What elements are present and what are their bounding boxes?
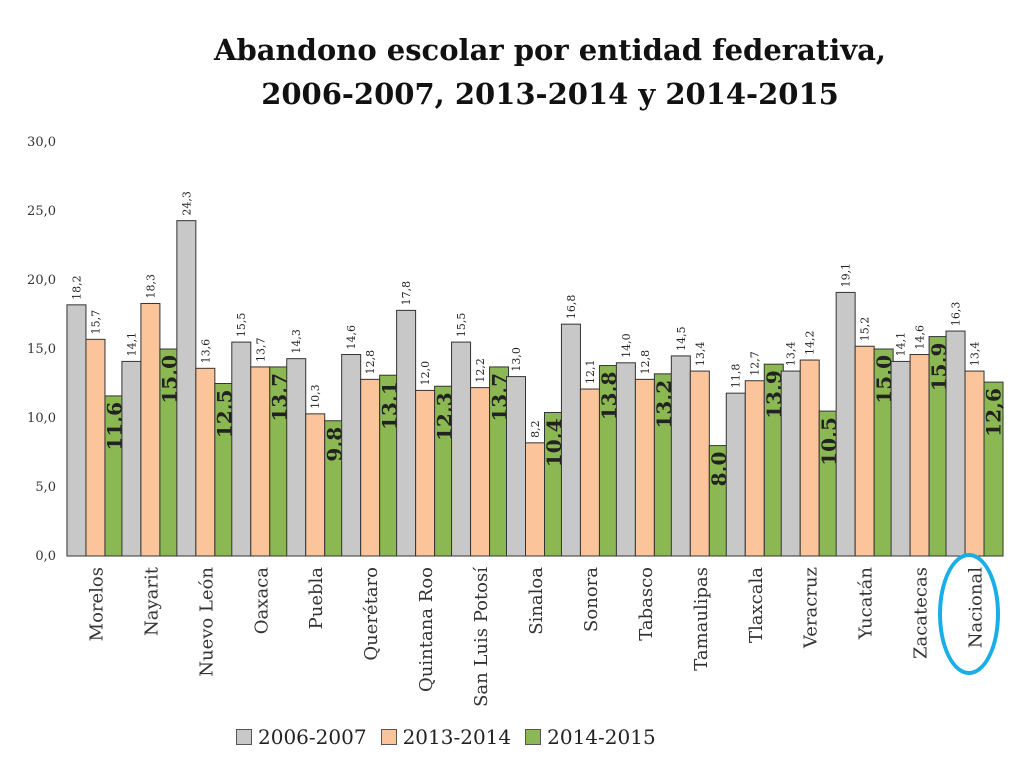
data-label-yucatan-2006-2007: 19,1 — [840, 263, 853, 288]
category-label-zacatecas: Zacatecas — [911, 567, 932, 659]
chart-title-line-2: 2006-2007, 2013-2014 y 2014-2015 — [261, 77, 839, 111]
data-label-sinaloa-2006-2007: 13,0 — [510, 347, 523, 372]
category-label-tlaxcala: Tlaxcala — [746, 567, 767, 643]
data-label-nacional-2013-2014: 13,4 — [968, 342, 981, 367]
data-label-tlaxcala-2013-2014: 12,7 — [749, 351, 762, 376]
data-label-queretaro-2013-2014: 12,8 — [364, 350, 377, 375]
chart-title: Abandono escolar por entidad federativa,… — [120, 28, 980, 116]
category-label-morelos: Morelos — [86, 567, 107, 641]
bar-yucatan-2006-2007 — [835, 291, 856, 557]
legend-swatch-2006-2007 — [236, 729, 252, 745]
data-label-quintana-roo-2013-2014: 12,0 — [419, 361, 432, 386]
data-label-sonora-2013-2014: 12,1 — [584, 360, 597, 385]
bar-zacatecas-2006-2007 — [890, 360, 911, 557]
legend-item-2006-2007: 2006-2007 — [236, 725, 367, 749]
data-label-zacatecas-2006-2007: 14,1 — [895, 332, 908, 357]
legend-item-2014-2015: 2014-2015 — [525, 725, 656, 749]
data-label-veracruz-2013-2014: 14,2 — [804, 331, 817, 356]
y-tick-label: 25,0 — [27, 204, 56, 219]
data-label-oaxaca-2006-2007: 15,5 — [235, 313, 248, 338]
data-label-tabasco-2013-2014: 12,8 — [639, 350, 652, 375]
category-label-tamaulipas: Tamaulipas — [691, 567, 712, 671]
category-label-yucatan: Yucatán — [856, 567, 877, 641]
bar-quintana-roo-2006-2007 — [396, 309, 417, 557]
data-label-morelos-2013-2014: 15,7 — [89, 310, 102, 335]
legend-swatch-2013-2014 — [380, 729, 397, 745]
category-label-sinaloa: Sinaloa — [526, 567, 547, 635]
category-label-nuevo-leon: Nuevo León — [196, 567, 217, 677]
data-label-sinaloa-2013-2014: 8,2 — [529, 420, 542, 438]
bar-veracruz-2006-2007 — [780, 370, 801, 557]
data-label-queretaro-2006-2007: 14,6 — [345, 325, 358, 350]
data-label-quintana-roo-2006-2007: 17,8 — [400, 281, 413, 306]
data-label-san-luis-potosi-2013-2014: 12,2 — [474, 358, 487, 383]
data-label-nacional-2014-2015: 12,6 — [982, 388, 1006, 437]
y-tick-label: 10,0 — [27, 411, 56, 426]
y-tick-label: 20,0 — [27, 273, 56, 288]
legend-swatch-2014-2015 — [525, 729, 542, 745]
category-label-tabasco: Tabasco — [636, 567, 657, 641]
bar-queretaro-2006-2007 — [341, 354, 362, 557]
nacional-highlight-ellipse — [938, 553, 1000, 675]
data-label-tamaulipas-2013-2014: 13,4 — [694, 342, 707, 367]
legend: 2006-2007 2013-2014 2014-2015 — [236, 722, 656, 752]
data-label-veracruz-2006-2007: 13,4 — [785, 342, 798, 367]
data-label-nayarit-2006-2007: 14,1 — [125, 332, 138, 357]
data-label-tamaulipas-2006-2007: 14,5 — [675, 326, 688, 351]
data-label-oaxaca-2013-2014: 13,7 — [254, 337, 267, 362]
data-label-san-luis-potosi-2006-2007: 15,5 — [455, 313, 468, 338]
category-label-puebla: Puebla — [306, 567, 327, 630]
category-label-veracruz: Veracruz — [801, 567, 822, 649]
data-label-morelos-2006-2007: 18,2 — [70, 275, 83, 300]
bar-morelos-2006-2007 — [66, 304, 87, 557]
data-label-zacatecas-2013-2014: 14,6 — [914, 325, 927, 350]
bar-nacional-2014-2015 — [983, 381, 1004, 557]
legend-item-2013-2014: 2013-2014 — [380, 725, 512, 749]
bar-san-luis-potosi-2006-2007 — [451, 341, 472, 557]
y-tick-label: 5,0 — [35, 480, 56, 495]
bar-tabasco-2006-2007 — [615, 362, 636, 557]
category-label-sonora: Sonora — [581, 567, 602, 632]
bar-nuevo-leon-2006-2007 — [176, 220, 197, 557]
bar-tamaulipas-2006-2007 — [670, 355, 691, 557]
bar-nayarit-2006-2007 — [121, 360, 142, 557]
category-label-oaxaca: Oaxaca — [251, 567, 272, 634]
data-label-nuevo-leon-2013-2014: 13,6 — [199, 339, 212, 364]
data-label-nayarit-2013-2014: 18,3 — [144, 274, 157, 299]
category-label-san-luis-potosi: San Luis Potosí — [471, 567, 492, 707]
y-tick-label: 0,0 — [35, 549, 56, 564]
data-label-yucatan-2013-2014: 15,2 — [859, 317, 872, 342]
bar-nacional-2006-2007 — [945, 330, 966, 557]
category-label-quintana-roo: Quintana Roo — [416, 567, 437, 692]
bar-sinaloa-2006-2007 — [506, 376, 526, 557]
data-label-puebla-2013-2014: 10,3 — [309, 384, 322, 409]
data-label-nuevo-leon-2006-2007: 24,3 — [180, 191, 193, 216]
data-label-tabasco-2006-2007: 14,0 — [620, 333, 633, 358]
data-label-puebla-2006-2007: 14,3 — [290, 329, 303, 354]
bar-nayarit-2013-2014 — [140, 302, 161, 557]
y-tick-label: 15,0 — [27, 342, 56, 357]
legend-label-2013-2014: 2013-2014 — [402, 725, 512, 749]
data-label-nacional-2006-2007: 16,3 — [949, 302, 962, 327]
bar-tlaxcala-2006-2007 — [725, 392, 746, 557]
category-label-nayarit: Nayarit — [141, 566, 162, 636]
chart-title-line-1: Abandono escolar por entidad federativa, — [213, 33, 886, 67]
data-label-sonora-2006-2007: 16,8 — [565, 295, 578, 320]
legend-label-2006-2007: 2006-2007 — [258, 725, 367, 749]
bar-oaxaca-2006-2007 — [231, 341, 252, 557]
legend-label-2014-2015: 2014-2015 — [547, 725, 656, 749]
y-tick-label: 30,0 — [27, 135, 56, 150]
category-label-queretaro: Querétaro — [361, 567, 382, 661]
bar-sonora-2006-2007 — [560, 323, 581, 557]
bar-puebla-2006-2007 — [286, 358, 307, 557]
data-label-tlaxcala-2006-2007: 11,8 — [730, 364, 743, 389]
